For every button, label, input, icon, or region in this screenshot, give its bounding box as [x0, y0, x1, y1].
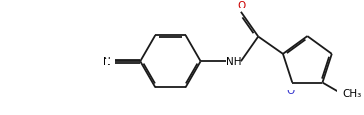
Bar [286, 85, 295, 90]
Text: N: N [103, 57, 111, 67]
Text: CH₃: CH₃ [343, 88, 362, 98]
Bar [238, 6, 245, 12]
Text: NH: NH [226, 57, 242, 67]
Text: O: O [238, 1, 246, 11]
Text: O: O [286, 86, 294, 95]
Bar [104, 59, 112, 64]
